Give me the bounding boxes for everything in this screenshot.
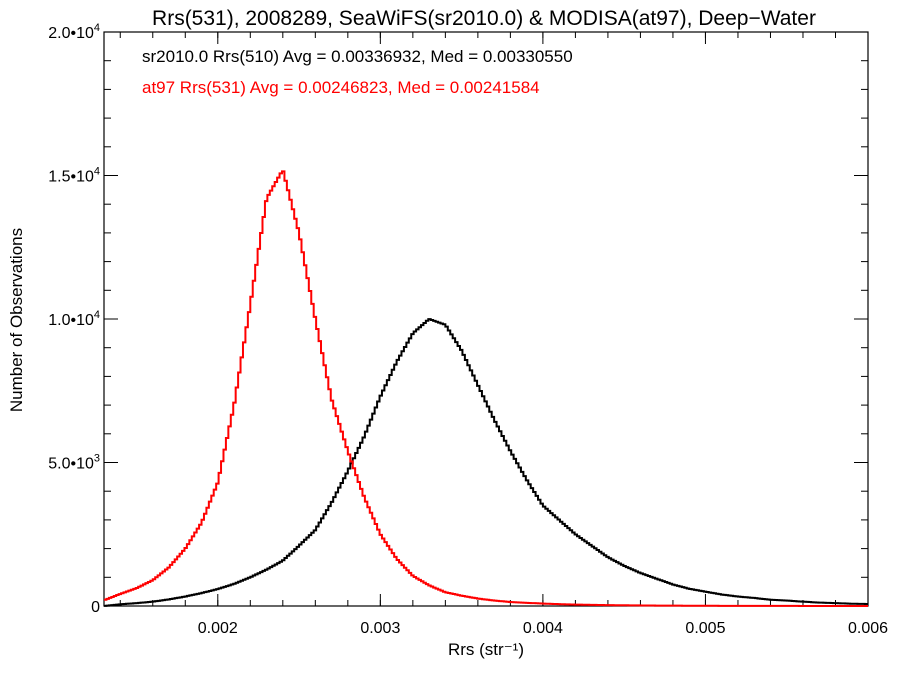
x-axis-label: Rrs (str⁻¹) [448, 640, 524, 659]
chart-title: Rrs(531), 2008289, SeaWiFS(sr2010.0) & M… [152, 7, 816, 30]
x-tick-label: 0.005 [685, 620, 725, 637]
x-tick-label: 0.003 [360, 620, 400, 637]
x-tick-label: 0.006 [848, 620, 888, 637]
y-axis-label: Number of Observations [7, 228, 26, 412]
y-tick-label: 5.0•103 [48, 453, 100, 473]
series-line-at97 [104, 170, 868, 607]
y-tick-label: 0 [91, 599, 100, 616]
y-tick-label: 1.5•104 [48, 166, 100, 186]
series-line-sr2010 [104, 318, 869, 607]
y-tick-label: 2.0•104 [48, 22, 100, 42]
y-tick-label: 1.0•104 [48, 309, 100, 329]
axes-group: 0.002 0.003 0.004 0.005 0.006 0 5.0•103 1.0•104… [48, 22, 888, 637]
x-tick-label: 0.004 [523, 620, 563, 637]
annotation-sr2010: sr2010.0 Rrs(510) Avg = 0.00336932, Med … [142, 47, 573, 66]
annotation-at97: at97 Rrs(531) Avg = 0.00246823, Med = 0.… [142, 78, 540, 97]
x-tick-label: 0.002 [198, 620, 238, 637]
series-layer [104, 170, 869, 607]
